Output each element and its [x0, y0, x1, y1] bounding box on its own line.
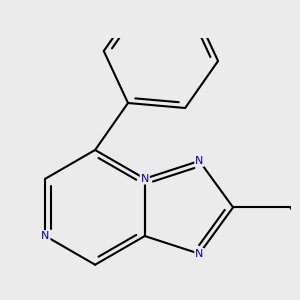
Text: N: N: [41, 231, 50, 241]
Text: N: N: [141, 174, 149, 184]
Text: N: N: [195, 156, 203, 166]
Text: N: N: [195, 249, 203, 259]
